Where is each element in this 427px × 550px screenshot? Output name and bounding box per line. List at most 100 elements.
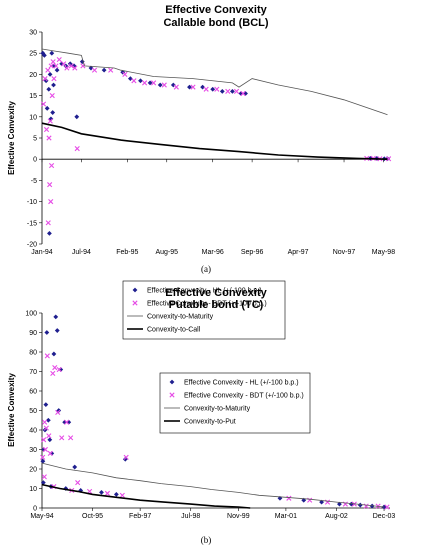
legend-swatch-diamond bbox=[132, 287, 138, 293]
hl-point bbox=[187, 84, 192, 90]
legend-swatch-diamond bbox=[169, 379, 175, 385]
bdt-point bbox=[42, 446, 48, 453]
bdt-point bbox=[44, 353, 50, 359]
panel-label: (a) bbox=[201, 264, 211, 274]
bdt-point bbox=[51, 76, 57, 82]
hl-point bbox=[43, 78, 49, 84]
series-3 bbox=[41, 122, 388, 160]
x-tick-label: Feb-97 bbox=[129, 513, 151, 520]
y-tick-label: 15 bbox=[29, 93, 37, 100]
bdt-point bbox=[59, 435, 65, 441]
hl-point bbox=[243, 91, 248, 96]
bdt-point bbox=[50, 370, 56, 377]
bdt-point bbox=[286, 495, 292, 501]
y-tick-label: 20 bbox=[29, 467, 37, 474]
y-tick-label: 0 bbox=[33, 157, 37, 164]
bdt-point bbox=[40, 101, 47, 107]
hl-point bbox=[157, 82, 163, 88]
hl-point bbox=[357, 502, 363, 508]
bdt-point bbox=[72, 65, 78, 71]
y-tick-label: 40 bbox=[29, 428, 37, 435]
hl-point bbox=[51, 63, 57, 69]
bdt-point bbox=[40, 454, 46, 460]
hl-point bbox=[49, 451, 55, 456]
bdt-point bbox=[91, 67, 98, 73]
bdt-point bbox=[49, 93, 55, 99]
legend: Effective Convexity - HL (+/-100 b.p.)Ef… bbox=[159, 372, 311, 434]
hl-point bbox=[99, 490, 104, 495]
convexity-thick-line bbox=[41, 483, 251, 509]
legend: Effective Convexity - HL (+/-100 b.p.)Ef… bbox=[122, 280, 286, 340]
y-tick-label: 50 bbox=[29, 408, 37, 415]
series-2 bbox=[41, 462, 385, 508]
hl-point bbox=[46, 86, 52, 92]
hl-point bbox=[101, 67, 107, 73]
bdt-point bbox=[68, 435, 74, 441]
hl-point bbox=[59, 61, 65, 67]
bdt-point bbox=[46, 433, 52, 439]
bdt-point bbox=[48, 199, 54, 205]
bdt-point bbox=[61, 61, 67, 67]
bdt-point bbox=[75, 480, 81, 486]
x-tick-label: Sep-96 bbox=[241, 249, 264, 256]
legend-entry: Convexity-to-Call bbox=[147, 327, 201, 334]
bdt-point bbox=[151, 80, 157, 86]
hl-point bbox=[138, 78, 143, 84]
x-tick-label: Nov-97 bbox=[333, 249, 356, 256]
chart-title: Effective Convexity bbox=[165, 287, 267, 299]
y-tick-label: 20 bbox=[29, 72, 37, 79]
hl-point bbox=[67, 61, 73, 67]
bdt-point bbox=[50, 59, 56, 65]
bdt-point bbox=[46, 135, 52, 141]
x-tick-label: Jul-94 bbox=[72, 249, 91, 256]
y-tick-label: 90 bbox=[29, 330, 37, 337]
hl-point bbox=[41, 447, 47, 452]
hl-point bbox=[210, 86, 216, 92]
bdt-point bbox=[64, 65, 70, 71]
y-tick-label: 60 bbox=[29, 389, 37, 396]
hl-point bbox=[50, 110, 56, 115]
x-tick-label: Mar-96 bbox=[202, 249, 224, 256]
y-tick-label: -10 bbox=[27, 199, 37, 206]
series-0 bbox=[40, 50, 390, 236]
x-tick-label: Oct-95 bbox=[82, 513, 103, 520]
bdt-point bbox=[47, 118, 53, 124]
bdt-point bbox=[43, 425, 49, 431]
legend-entry: Convexity-to-Maturity bbox=[184, 406, 251, 413]
bdt-point bbox=[214, 86, 220, 92]
bdt-point bbox=[225, 88, 231, 94]
hl-point bbox=[47, 72, 53, 77]
legend-swatch-x bbox=[169, 392, 175, 398]
legend-entry: Effective Convexity - BDT (+/-100 b.p.) bbox=[147, 301, 267, 308]
series-1 bbox=[40, 56, 392, 226]
series-2 bbox=[41, 48, 388, 116]
hl-point bbox=[301, 497, 307, 503]
legend-entry: Effective Convexity - HL (+/-100 b.p.) bbox=[147, 288, 262, 295]
hl-point bbox=[219, 88, 225, 94]
bdt-point bbox=[53, 63, 59, 69]
hl-point bbox=[41, 52, 47, 58]
bdt-point bbox=[122, 71, 128, 77]
hl-point bbox=[72, 464, 78, 470]
x-tick-label: Feb-95 bbox=[116, 249, 138, 256]
hl-point bbox=[44, 330, 50, 335]
bdt-point bbox=[119, 492, 125, 498]
x-tick-label: Aug-95 bbox=[155, 249, 178, 256]
x-tick-label: Dec-03 bbox=[373, 513, 396, 520]
hl-point bbox=[200, 84, 206, 90]
convexity-thin-line bbox=[41, 462, 385, 508]
bdt-point bbox=[41, 437, 47, 443]
bdt-point bbox=[74, 146, 80, 152]
bdt-point bbox=[173, 84, 179, 90]
legend-box bbox=[122, 280, 286, 340]
hl-point bbox=[43, 402, 49, 408]
y-axis-label: Effective Convexity bbox=[7, 101, 16, 175]
y-tick-label: 5 bbox=[33, 136, 37, 143]
hl-point bbox=[58, 367, 64, 372]
bdt-point bbox=[48, 63, 54, 69]
hl-point bbox=[45, 417, 51, 423]
hl-point bbox=[385, 156, 390, 162]
bdt-point bbox=[52, 365, 58, 371]
y-tick-label: 30 bbox=[29, 447, 37, 454]
y-axis-label: Effective Convexity bbox=[7, 373, 16, 447]
